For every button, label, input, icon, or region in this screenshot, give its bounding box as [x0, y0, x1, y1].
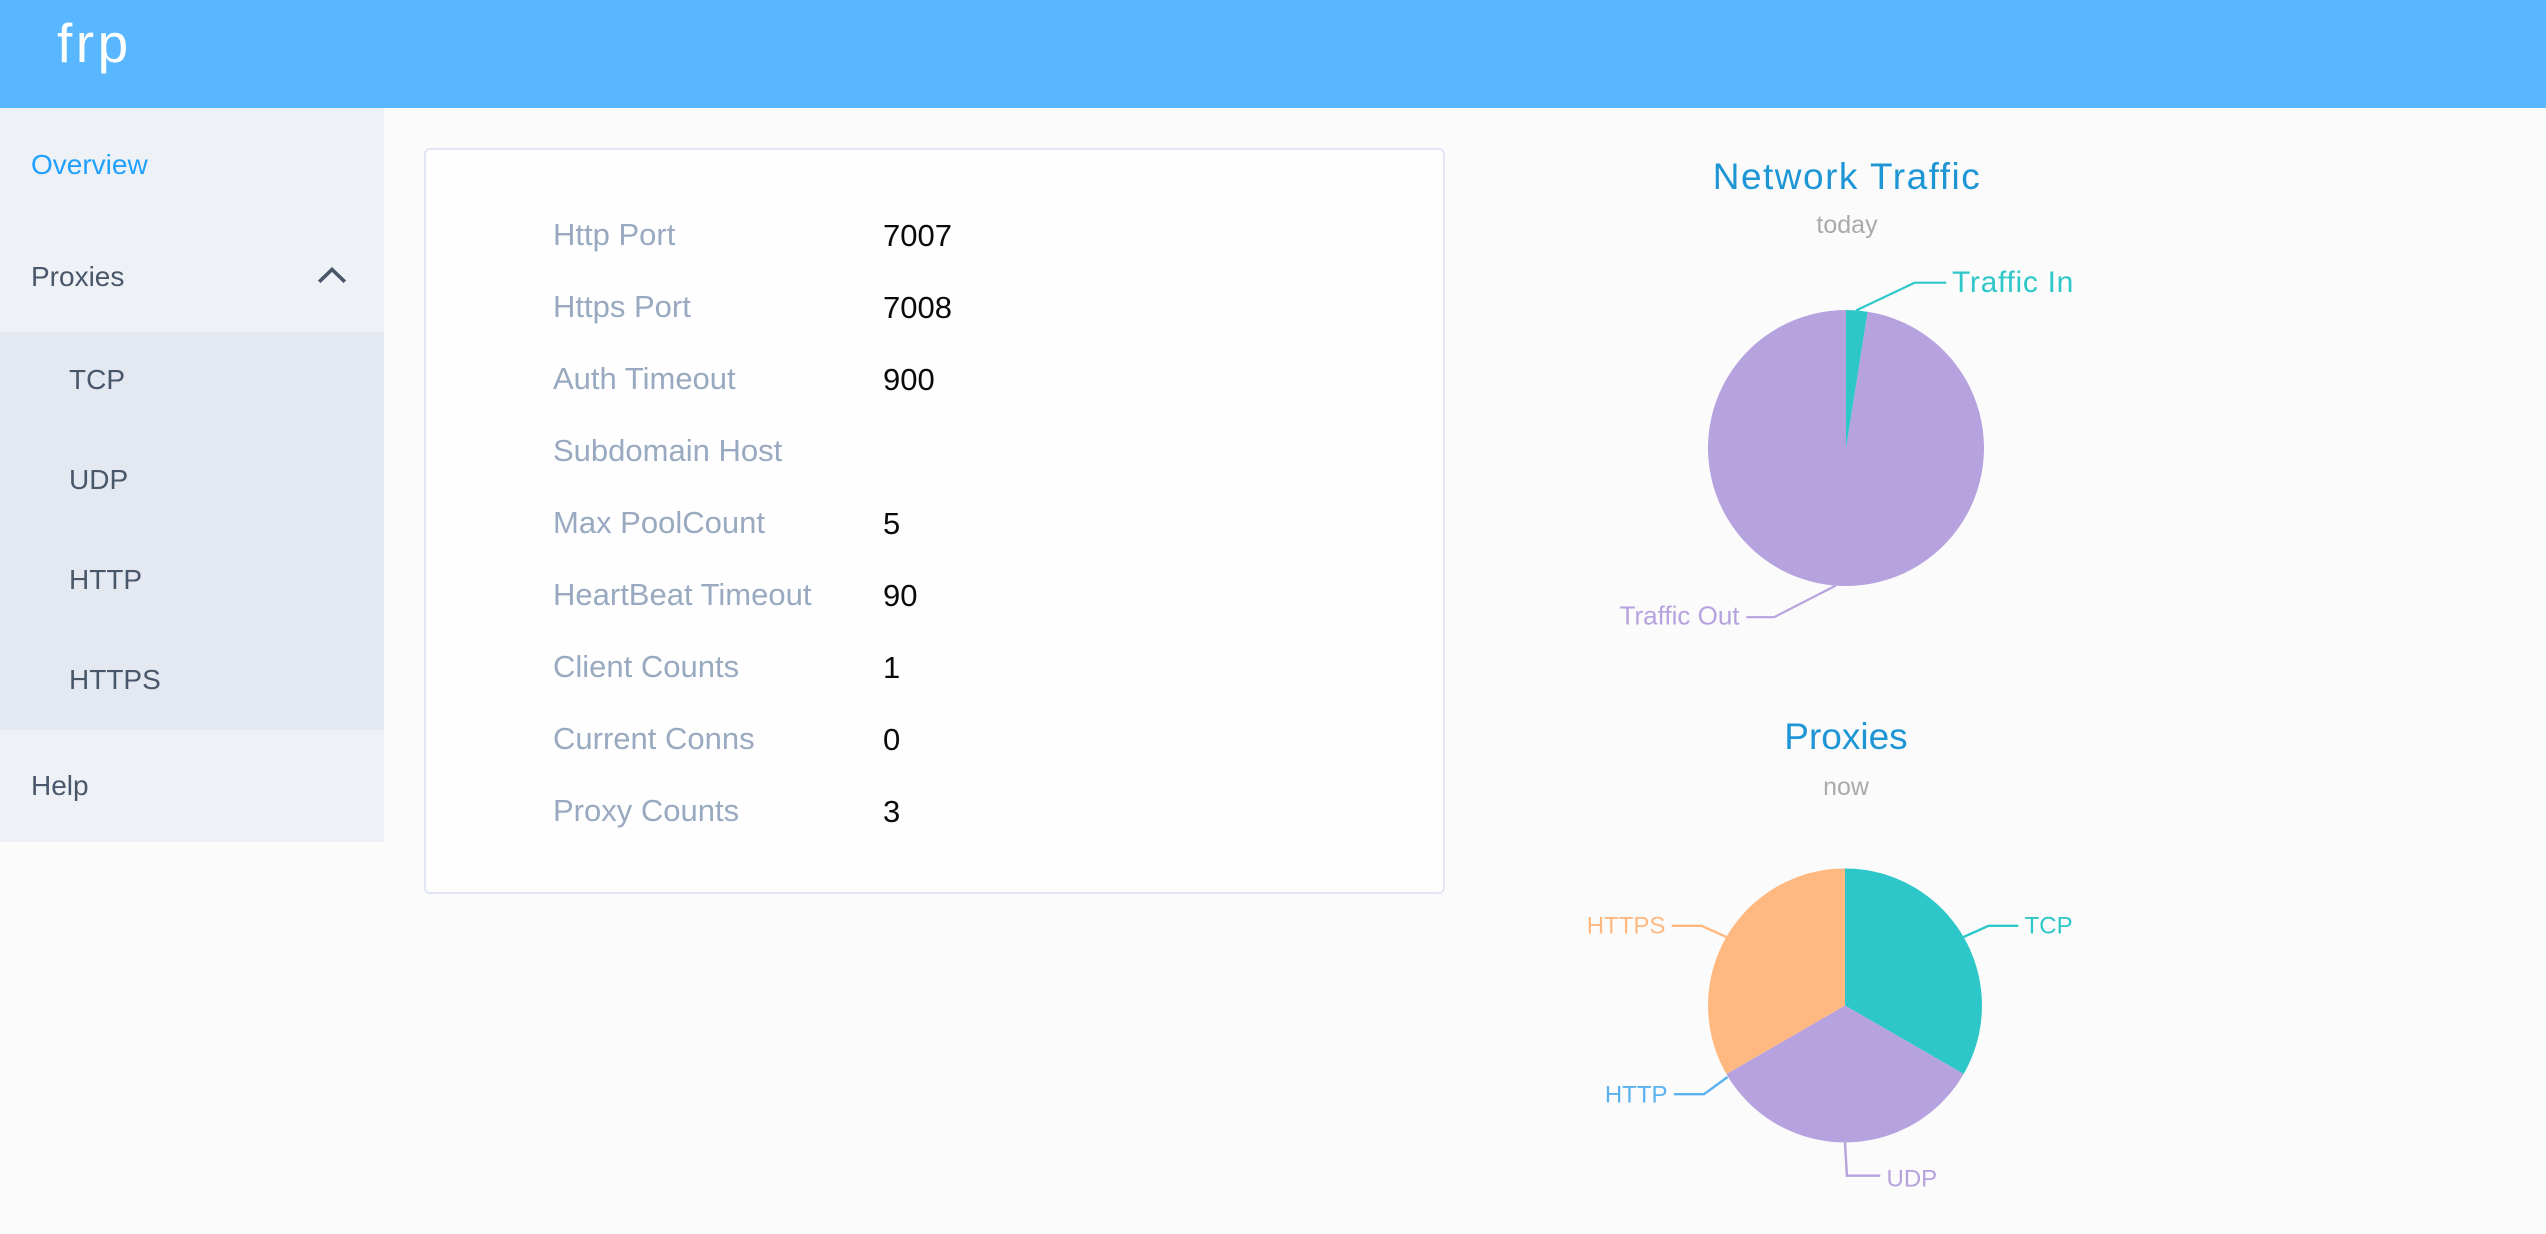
svg-text:now: now	[1823, 773, 1870, 801]
svg-text:Proxies: Proxies	[1784, 716, 1907, 757]
svg-text:today: today	[1816, 211, 1878, 239]
svg-text:TCP: TCP	[2025, 913, 2073, 940]
svg-text:HTTPS: HTTPS	[1587, 913, 1666, 940]
svg-text:UDP: UDP	[1887, 1166, 1938, 1193]
svg-text:Traffic In: Traffic In	[1952, 266, 2074, 299]
svg-text:Traffic Out: Traffic Out	[1620, 601, 1741, 631]
svg-text:Network Traffic: Network Traffic	[1713, 156, 1982, 197]
svg-text:HTTP: HTTP	[1605, 1081, 1668, 1108]
